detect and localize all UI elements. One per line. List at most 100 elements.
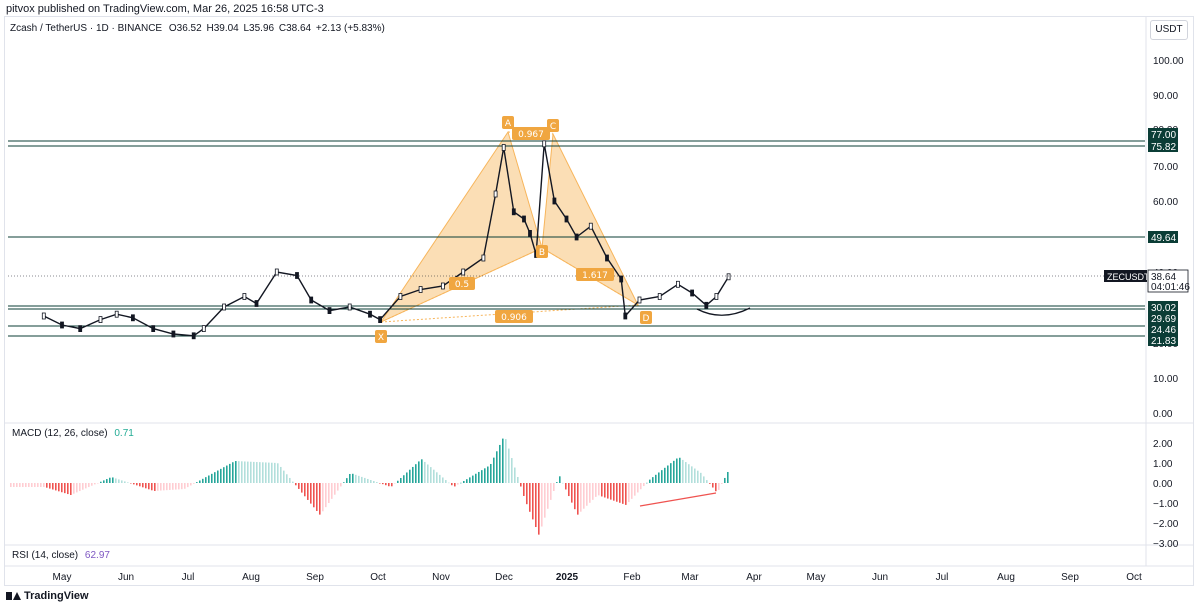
macd-histogram-bar <box>484 468 486 483</box>
price-candle <box>461 268 466 276</box>
macd-histogram-bar <box>142 483 144 488</box>
macd-histogram-bar <box>460 482 462 484</box>
price-candle <box>619 275 624 283</box>
macd-histogram-bar <box>166 483 168 491</box>
time-tick-label: May <box>53 572 72 583</box>
macd-histogram-bar <box>640 483 642 490</box>
time-tick-label: Jun <box>872 572 888 583</box>
price-candle <box>295 272 299 279</box>
macd-histogram-bar <box>649 479 651 483</box>
macd-histogram-bar <box>655 474 657 483</box>
pattern-ratio-xb: 0.5 <box>449 277 475 290</box>
price-candle <box>201 325 206 333</box>
macd-tick-label: 0.00 <box>1153 479 1173 490</box>
macd-histogram-bar <box>109 477 111 483</box>
macd-histogram-bar <box>202 478 204 483</box>
time-tick-label: Dec <box>495 572 513 583</box>
macd-histogram-bar <box>34 483 36 487</box>
macd-histogram-bar <box>253 461 255 483</box>
brand-name: TradingView <box>24 590 89 602</box>
rsi-value: 62.97 <box>84 550 110 561</box>
price-candle <box>41 312 46 320</box>
macd-histogram-bar <box>307 483 309 500</box>
macd-histogram-bar <box>718 483 720 490</box>
macd-histogram-bar <box>250 461 252 483</box>
footer-brand[interactable]: TradingView <box>6 590 89 602</box>
macd-histogram-bar <box>607 483 609 499</box>
pattern-ratio-xb-text: 0.5 <box>455 280 469 290</box>
macd-histogram-bar <box>295 483 297 486</box>
macd-histogram-bar <box>493 457 495 483</box>
macd-histogram-bar <box>301 483 303 493</box>
price-candle <box>564 215 569 223</box>
price-candle <box>274 268 279 276</box>
macd-histogram-bar <box>97 483 99 484</box>
macd-histogram-bar <box>451 483 453 486</box>
macd-histogram-bar <box>85 483 87 489</box>
price-legend: Zcash / TetherUS · 1D · BINANCE O36.52 H… <box>10 23 385 34</box>
macd-tick-label: −2.00 <box>1153 519 1179 530</box>
pattern-point-a: A <box>502 116 514 129</box>
time-tick-label: Oct <box>1126 572 1142 583</box>
macd-histogram-bar <box>241 461 243 483</box>
macd-histogram-bar <box>535 483 537 528</box>
price-candle <box>690 289 694 297</box>
macd-histogram-bar <box>700 472 702 483</box>
macd-histogram-bar <box>316 483 318 511</box>
price-candle <box>704 301 709 309</box>
macd-histogram-bar <box>136 483 138 486</box>
macd-histogram-bar <box>259 462 261 483</box>
macd-histogram-bar <box>424 461 426 483</box>
pattern-point-x-bg <box>375 330 387 343</box>
macd-histogram-bar <box>430 467 432 483</box>
price-candle <box>588 222 593 230</box>
macd-histogram-bar <box>343 482 345 483</box>
pattern-point-d-bg <box>640 311 652 324</box>
chart-frame <box>4 16 1194 586</box>
macd-histogram-bar <box>376 482 378 483</box>
macd-histogram-bar <box>379 483 381 484</box>
macd-histogram-bar <box>223 467 225 483</box>
level-label-bg <box>1148 231 1178 243</box>
macd-histogram-bar <box>448 482 450 484</box>
open-value: O36.52 <box>168 23 202 34</box>
macd-histogram-bar <box>505 439 507 483</box>
currency-button[interactable]: USDT <box>1150 20 1188 40</box>
macd-histogram-bar <box>292 481 294 483</box>
last-price-value: 38.64 <box>1151 272 1176 283</box>
macd-histogram-bar <box>73 483 75 494</box>
macd-histogram-bar <box>583 483 585 509</box>
macd-histogram-bar <box>709 483 711 484</box>
level-label-bg <box>1148 312 1178 324</box>
price-tick-label: 100.00 <box>1153 56 1184 67</box>
macd-histogram-bar <box>151 483 153 491</box>
macd-legend[interactable]: MACD (12, 26, close) 0.71 <box>12 428 134 439</box>
macd-histogram-bar <box>394 483 396 484</box>
macd-histogram-bar <box>571 483 573 503</box>
macd-histogram-bar <box>559 476 561 483</box>
macd-histogram-bar <box>19 483 21 487</box>
macd-histogram-bar <box>352 473 354 483</box>
macd-histogram-bar <box>517 477 519 483</box>
macd-histogram-bar <box>613 483 615 501</box>
macd-histogram-bar <box>286 474 288 483</box>
macd-histogram-bar <box>418 461 420 483</box>
macd-histogram-bar <box>397 480 399 483</box>
macd-histogram-bar <box>637 483 639 493</box>
macd-histogram-bar <box>187 483 189 488</box>
macd-histogram-bar <box>37 483 39 487</box>
macd-tick-label: −1.00 <box>1153 499 1179 510</box>
macd-histogram-bar <box>367 478 369 483</box>
macd-histogram-bar <box>550 483 552 500</box>
macd-histogram-bar <box>229 463 231 483</box>
price-candle <box>327 307 332 315</box>
macd-histogram-bar <box>712 483 714 488</box>
macd-histogram-bar <box>595 483 597 497</box>
symbol-label[interactable]: Zcash / TetherUS · 1D · BINANCE <box>10 23 163 34</box>
macd-histogram-bar <box>160 483 162 491</box>
rsi-legend[interactable]: RSI (14, close) 62.97 <box>12 550 110 561</box>
macd-histogram-bar <box>490 463 492 483</box>
macd-histogram-bar <box>115 478 117 483</box>
macd-histogram-bar <box>664 467 666 483</box>
